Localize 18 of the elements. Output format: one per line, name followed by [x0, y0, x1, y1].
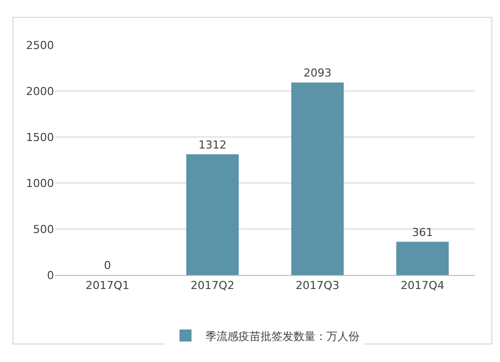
legend-label: 季流感疫苗批签发数量：万人份 [206, 330, 360, 343]
bar [396, 242, 449, 275]
data-label: 1312 [198, 138, 226, 152]
x-tick-label: 2017Q1 [86, 279, 130, 292]
bar [291, 82, 344, 275]
x-tick-label: 2017Q4 [400, 279, 444, 292]
bar [186, 154, 239, 275]
data-label: 0 [104, 259, 111, 272]
x-tick-label: 2017Q2 [190, 279, 234, 292]
x-tick-label: 2017Q3 [296, 279, 340, 292]
y-tick-label: 500 [33, 222, 54, 236]
y-tick-label: 2000 [26, 84, 54, 98]
y-tick-label: 1500 [26, 130, 54, 144]
data-label: 361 [412, 226, 433, 239]
y-tick-label: 0 [47, 268, 54, 282]
data-label: 2093 [304, 66, 332, 80]
y-tick-label: 2500 [26, 38, 54, 52]
y-tick-label: 1000 [26, 176, 54, 190]
